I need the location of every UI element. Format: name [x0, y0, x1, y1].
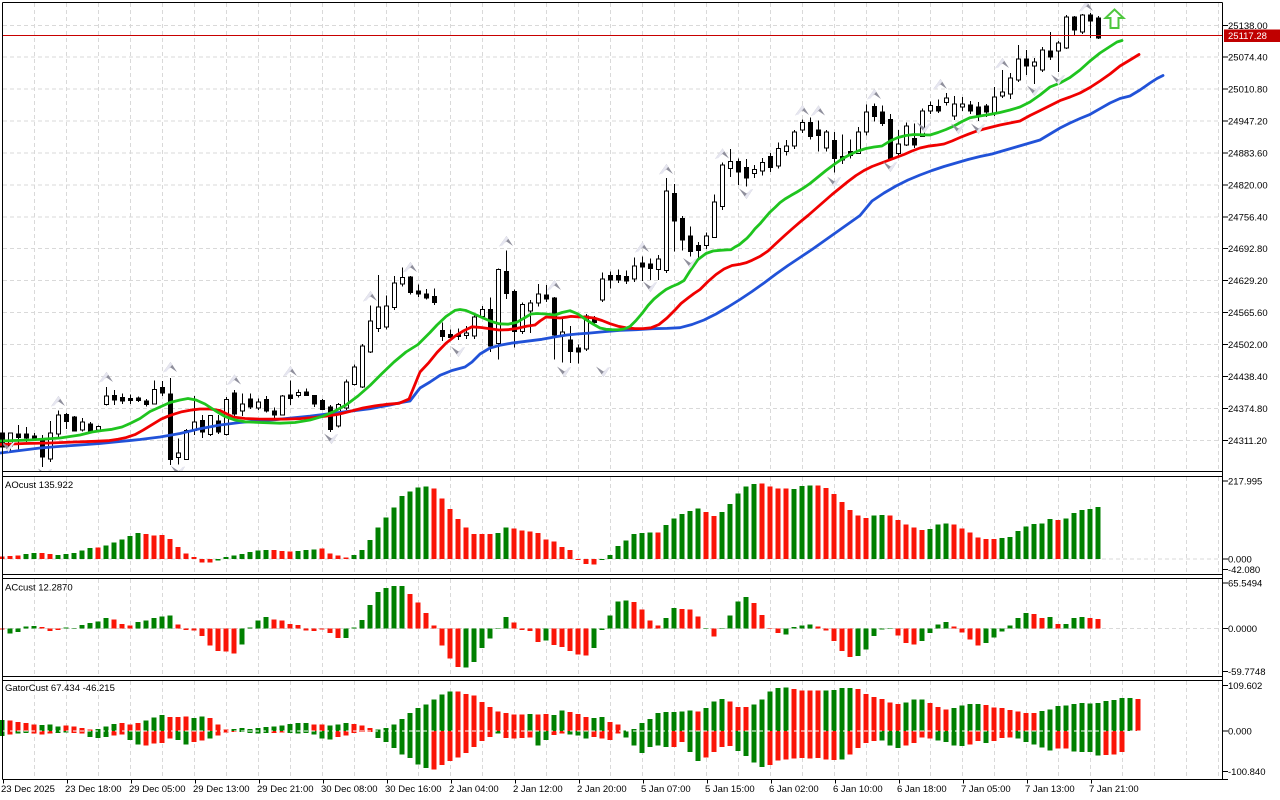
svg-text:24502.00: 24502.00	[1228, 340, 1268, 351]
svg-text:GatorCust 67.434 -46.215: GatorCust 67.434 -46.215	[5, 683, 115, 694]
svg-text:2 Jan 12:00: 2 Jan 12:00	[513, 784, 563, 795]
svg-text:30 Dec 16:00: 30 Dec 16:00	[385, 784, 442, 795]
svg-text:217.995: 217.995	[1228, 477, 1262, 488]
svg-text:24692.80: 24692.80	[1228, 244, 1268, 255]
svg-text:5 Jan 15:00: 5 Jan 15:00	[705, 784, 755, 795]
svg-text:25074.40: 25074.40	[1228, 53, 1268, 64]
svg-text:109.602: 109.602	[1228, 681, 1262, 692]
svg-text:23 Dec 2025: 23 Dec 2025	[1, 784, 55, 795]
svg-text:-59.7748: -59.7748	[1228, 667, 1266, 678]
svg-text:24629.20: 24629.20	[1228, 276, 1268, 287]
svg-text:6 Jan 02:00: 6 Jan 02:00	[769, 784, 819, 795]
svg-text:24820.00: 24820.00	[1228, 180, 1268, 191]
svg-text:25138.00: 25138.00	[1228, 21, 1268, 32]
svg-text:0.0000: 0.0000	[1228, 624, 1257, 635]
svg-text:2 Jan 04:00: 2 Jan 04:00	[449, 784, 499, 795]
svg-text:24756.40: 24756.40	[1228, 212, 1268, 223]
svg-text:AOcust 135.922: AOcust 135.922	[5, 480, 73, 491]
svg-text:24311.20: 24311.20	[1228, 436, 1267, 447]
svg-text:24883.60: 24883.60	[1228, 149, 1268, 160]
svg-text:29 Dec 13:00: 29 Dec 13:00	[193, 784, 250, 795]
svg-text:24374.80: 24374.80	[1228, 404, 1268, 415]
svg-text:0.000: 0.000	[1228, 555, 1252, 566]
svg-text:6 Jan 10:00: 6 Jan 10:00	[833, 784, 883, 795]
svg-text:25117.28: 25117.28	[1228, 31, 1267, 42]
svg-text:5 Jan 07:00: 5 Jan 07:00	[641, 784, 691, 795]
svg-text:25010.80: 25010.80	[1228, 85, 1268, 96]
svg-text:29 Dec 21:00: 29 Dec 21:00	[257, 784, 314, 795]
svg-text:-42.080: -42.080	[1228, 565, 1260, 576]
svg-text:6 Jan 18:00: 6 Jan 18:00	[897, 784, 947, 795]
svg-text:29 Dec 05:00: 29 Dec 05:00	[129, 784, 186, 795]
svg-text:24438.40: 24438.40	[1228, 372, 1268, 383]
svg-text:0.000: 0.000	[1228, 727, 1252, 738]
svg-text:7 Jan 05:00: 7 Jan 05:00	[961, 784, 1011, 795]
svg-text:2 Jan 20:00: 2 Jan 20:00	[577, 784, 627, 795]
svg-text:7 Jan 21:00: 7 Jan 21:00	[1089, 784, 1139, 795]
svg-text:-100.840: -100.840	[1228, 767, 1266, 778]
svg-text:30 Dec 08:00: 30 Dec 08:00	[321, 784, 378, 795]
svg-text:24947.20: 24947.20	[1228, 117, 1268, 128]
svg-text:ACcust 12.2870: ACcust 12.2870	[5, 583, 73, 594]
svg-text:23 Dec 18:00: 23 Dec 18:00	[65, 784, 122, 795]
svg-text:7 Jan 13:00: 7 Jan 13:00	[1025, 784, 1075, 795]
svg-text:65.5494: 65.5494	[1228, 579, 1262, 590]
svg-text:24565.60: 24565.60	[1228, 308, 1268, 319]
